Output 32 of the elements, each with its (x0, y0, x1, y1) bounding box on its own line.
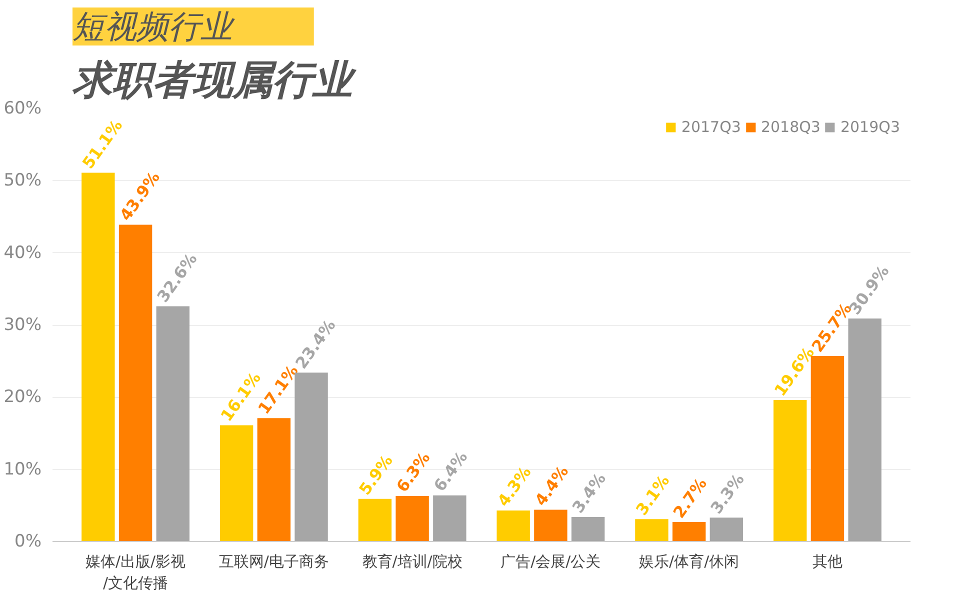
x-tick-label: 其他 (812, 552, 842, 570)
y-tick-label: 50% (4, 170, 42, 191)
bar (433, 495, 466, 542)
bar (534, 510, 568, 542)
bar (82, 172, 115, 542)
chart-title: 短视频行业 (72, 8, 236, 46)
x-tick-label: 媒体/出版/影视/文化传播 (85, 552, 186, 592)
bar (118, 224, 152, 542)
x-tick-label: 娱乐/体育/休闲 (639, 552, 740, 570)
bar (156, 306, 190, 542)
y-tick-label: 20% (4, 387, 42, 408)
bar (635, 519, 668, 542)
bar (496, 510, 530, 542)
x-tick-label: 互联网/电子商务 (218, 552, 329, 570)
y-tick-label: 10% (4, 459, 42, 480)
y-tick-label: 60% (4, 98, 42, 118)
bar (571, 516, 605, 542)
legend-label: 2017Q3 (681, 118, 741, 136)
y-tick-label: 40% (4, 242, 42, 263)
bar (773, 400, 807, 542)
y-tick-label: 30% (4, 315, 42, 335)
bar (710, 518, 744, 542)
legend-label: 2019Q3 (840, 118, 900, 136)
chart-subtitle: 求职者现属行业 (72, 58, 358, 104)
bar (672, 522, 706, 542)
x-tick-label: 教育/培训/院校 (362, 552, 462, 570)
y-tick-label: 0% (14, 532, 42, 552)
x-tick-label: 广告/会展/公关 (500, 552, 601, 570)
legend-label: 2018Q3 (760, 118, 820, 136)
bar (358, 498, 392, 542)
bar (220, 425, 254, 542)
bar (396, 496, 429, 542)
